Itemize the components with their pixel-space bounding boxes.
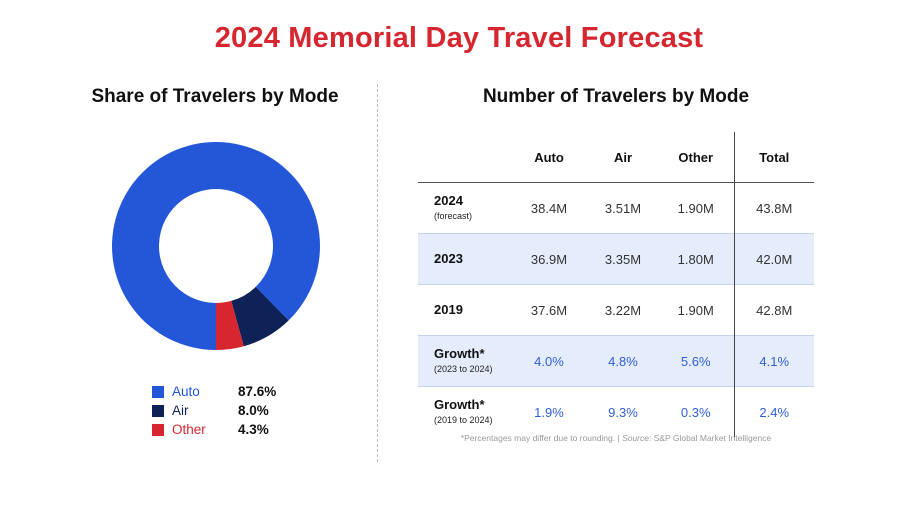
table-row: 2023 36.9M 3.35M 1.80M 42.0M <box>418 233 814 285</box>
footnote-source-label: Source: <box>622 433 652 443</box>
table-cell: 1.80M <box>658 233 734 285</box>
row-label: 2019 <box>418 284 510 336</box>
donut-slice-other <box>216 300 244 350</box>
legend-item-other: Other 4.3% <box>152 420 276 439</box>
donut-legend: Auto 87.6% Air 8.0% Other 4.3% <box>152 382 276 439</box>
table-cell: 42.0M <box>733 233 814 285</box>
column-header-air: Air <box>588 132 658 183</box>
legend-item-air: Air 8.0% <box>152 401 276 420</box>
table-cell: 1.9% <box>510 386 588 437</box>
row-label: Growth* (2019 to 2024) <box>418 386 510 437</box>
travelers-table-title: Number of Travelers by Mode <box>482 86 750 107</box>
column-header-other: Other <box>658 132 734 183</box>
legend-label: Air <box>172 403 189 418</box>
section-divider <box>377 84 378 462</box>
row-sublabel: (2019 to 2024) <box>434 415 493 426</box>
table-cell: 38.4M <box>510 182 588 234</box>
share-chart-title: Share of Travelers by Mode <box>91 86 339 107</box>
legend-item-auto: Auto 87.6% <box>152 382 276 401</box>
table-cell: 4.0% <box>510 335 588 387</box>
legend-label: Auto <box>172 384 200 399</box>
row-sublabel: (2023 to 2024) <box>434 364 493 375</box>
table-cell: 37.6M <box>510 284 588 336</box>
table-cell: 42.8M <box>733 284 814 336</box>
table-row: 2024 (forecast) 38.4M 3.51M 1.90M 43.8M <box>418 182 814 234</box>
table-cell: 0.3% <box>658 386 734 437</box>
table-cell: 9.3% <box>588 386 658 437</box>
row-label: 2024 (forecast) <box>418 182 510 234</box>
table-cell: 4.8% <box>588 335 658 387</box>
column-header-blank <box>418 132 510 183</box>
donut-slice-air <box>231 286 289 347</box>
legend-swatch <box>152 423 164 436</box>
table-row: Growth* (2023 to 2024) 4.0% 4.8% 5.6% 4.1% <box>418 335 814 387</box>
table-row: 2019 37.6M 3.22M 1.90M 42.8M <box>418 284 814 336</box>
table-cell: 3.51M <box>588 182 658 234</box>
donut-slice-auto <box>111 142 320 350</box>
table-cell: 43.8M <box>733 182 814 234</box>
footnote: *Percentages may differ due to rounding.… <box>418 433 814 443</box>
table-row: Growth* (2019 to 2024) 1.9% 9.3% 0.3% 2.4% <box>418 386 814 437</box>
legend-value: 4.3% <box>238 422 269 437</box>
table-cell: 4.1% <box>733 335 814 387</box>
legend-value: 87.6% <box>238 384 277 399</box>
table-cell: 3.22M <box>588 284 658 336</box>
footnote-source: S&P Global Market Intelligence <box>651 433 772 443</box>
row-label: 2023 <box>418 233 510 285</box>
donut-chart <box>111 142 320 350</box>
table-cell: 1.90M <box>658 182 734 234</box>
column-header-auto: Auto <box>510 132 588 183</box>
table-cell: 5.6% <box>658 335 734 387</box>
table-cell: 1.90M <box>658 284 734 336</box>
legend-label: Other <box>172 422 206 437</box>
footnote-text: *Percentages may differ due to rounding.… <box>460 433 623 443</box>
page-title: 2024 Memorial Day Travel Forecast <box>214 22 704 54</box>
row-sublabel: (forecast) <box>434 211 473 222</box>
legend-swatch <box>152 385 164 398</box>
legend-value: 8.0% <box>238 403 269 418</box>
row-label: Growth* (2023 to 2024) <box>418 335 510 387</box>
table-cell: 3.35M <box>588 233 658 285</box>
travelers-table: Auto Air Other Total 2024 (forecast) 38.4M 3.5… <box>418 132 814 437</box>
table-cell: 2.4% <box>733 386 814 437</box>
column-header-total: Total <box>733 132 814 183</box>
legend-swatch <box>152 404 164 417</box>
table-cell: 36.9M <box>510 233 588 285</box>
